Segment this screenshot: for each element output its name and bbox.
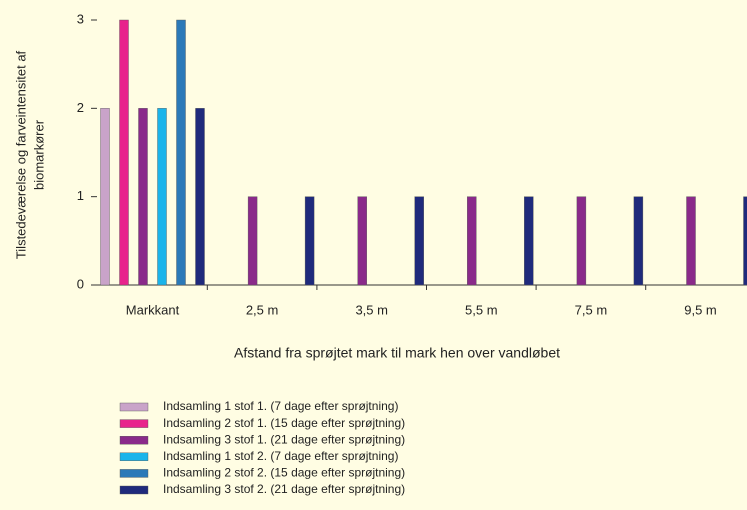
legend-label: Indsamling 1 stof 1. (7 dage efter sprøj…	[163, 399, 398, 413]
legend-label: Indsamling 2 stof 1. (15 dage efter sprø…	[163, 416, 405, 430]
x-axis-label: Afstand fra sprøjtet mark til mark hen o…	[234, 345, 560, 361]
legend-swatch	[119, 469, 149, 478]
bar	[357, 196, 367, 286]
x-tick-label: 7,5 m	[575, 302, 608, 317]
legend-swatch	[119, 419, 149, 428]
x-tick-label: 2,5 m	[246, 302, 279, 317]
bar	[414, 196, 424, 286]
x-tick-label: 9,5 m	[684, 302, 717, 317]
y-axis-label: biomarkører	[31, 119, 46, 190]
bar	[304, 196, 315, 286]
x-tick-label: 3,5 m	[355, 302, 388, 317]
bar	[119, 19, 129, 286]
legend-swatch	[119, 485, 149, 495]
bar	[100, 108, 110, 286]
bar	[686, 196, 696, 286]
x-tick-label: 5,5 m	[465, 302, 498, 317]
bar	[195, 108, 205, 286]
y-tick-label: 2	[77, 100, 84, 115]
legend-label: Indsamling 1 stof 2. (7 dage efter sprøj…	[163, 449, 398, 463]
bar	[467, 196, 477, 286]
legend-label: Indsamling 3 stof 1. (21 dage efter sprø…	[163, 432, 405, 446]
bar	[138, 108, 148, 286]
bar	[524, 196, 534, 286]
bar	[576, 196, 587, 286]
bar	[743, 196, 747, 286]
y-tick-label: 1	[77, 188, 84, 203]
bar	[247, 196, 258, 286]
bar	[633, 196, 644, 286]
y-tick-label: 0	[77, 276, 84, 291]
legend-swatch	[119, 452, 149, 461]
x-tick-label: Markkant	[126, 302, 180, 317]
legend-label: Indsamling 2 stof 2. (15 dage efter sprø…	[163, 466, 405, 480]
bar	[157, 108, 167, 286]
bar	[176, 19, 186, 286]
y-tick-label: 3	[77, 11, 84, 26]
legend-label: Indsamling 3 stof 2. (21 dage efter sprø…	[163, 482, 405, 496]
legend-swatch	[119, 436, 149, 445]
y-axis-label: Tilstedeværelse og farveintensitet af	[13, 50, 28, 259]
legend-swatch	[119, 402, 149, 412]
